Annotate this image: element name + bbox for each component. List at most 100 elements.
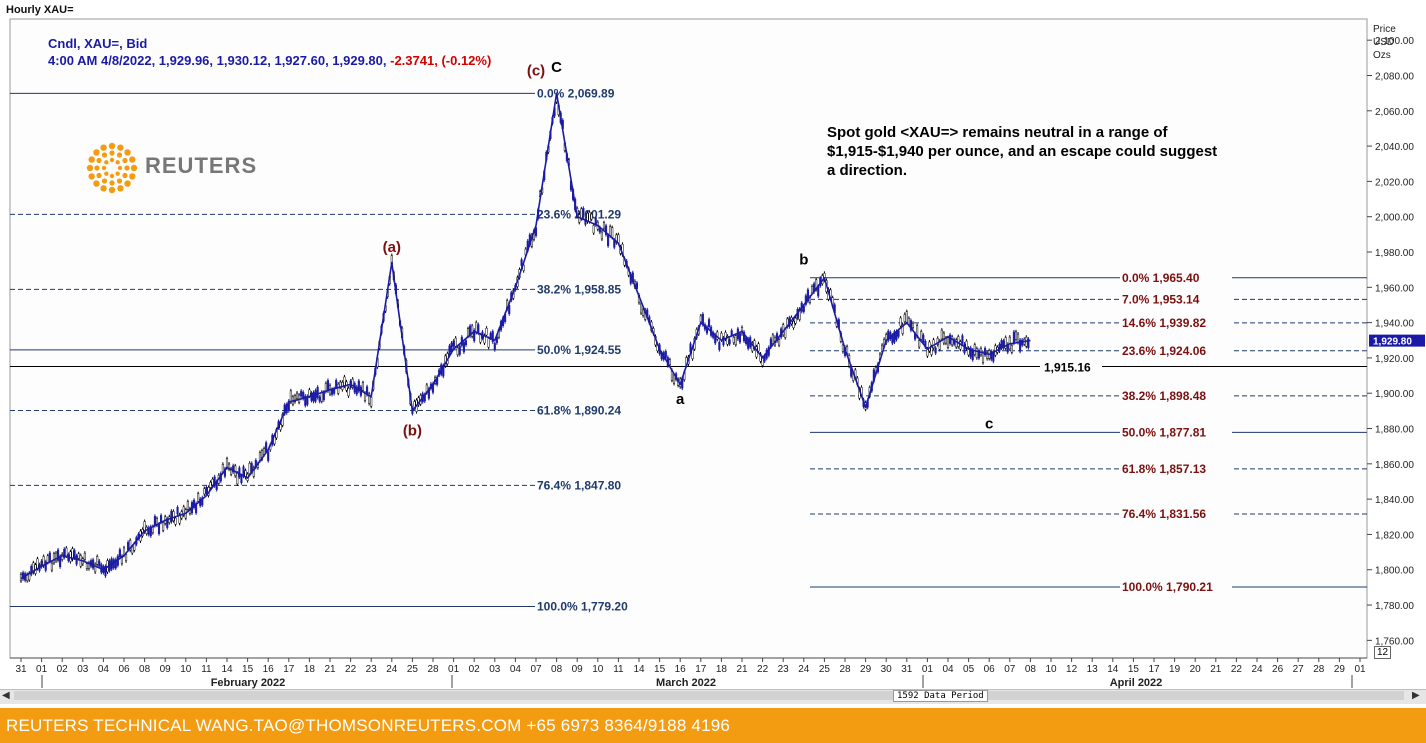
candle-body [1002,340,1005,349]
scroll-left-icon[interactable]: ◀ [2,690,10,701]
candle-body [986,352,989,359]
fib-right-label-bg [1120,388,1232,403]
candle-body [462,342,465,353]
fib-left-label: 100.0% 1,779.20 [537,599,628,613]
zoom-level[interactable]: 12 [1374,646,1392,659]
candle-body [308,389,311,397]
x-tick-label: 05 [963,664,975,675]
candle-body [981,352,985,363]
candle-body [909,320,912,331]
wave-label: (b) [403,423,422,440]
candle-body [582,208,585,218]
candle-body [221,464,224,473]
logo-dot [108,186,116,194]
wave-label: (c) [527,62,545,79]
logo-dot [122,172,128,179]
logo-dot [109,150,115,156]
logo-dot [115,171,120,176]
fib-right-label: 7.0% 1,953.14 [1122,292,1200,306]
x-tick-label: 01 [1354,664,1366,675]
candle-body [54,552,58,562]
x-tick-label: 08 [1025,664,1037,675]
x-tick-label: 19 [1169,664,1181,675]
candle-body [1010,345,1013,353]
reuters-logo-text: REUTERS [145,153,258,178]
fib-right-label-bg [1120,580,1232,595]
x-tick-label: 11 [201,664,212,675]
candle-body [289,390,292,403]
candle-body [370,396,373,407]
candle-body [920,331,923,340]
x-tick-label: 10 [180,664,192,675]
candle-body [127,542,130,551]
x-tick-label: 04 [98,664,110,675]
logo-dot [93,180,100,187]
candle-body [778,339,781,346]
candle-body [85,563,88,570]
x-tick-label: 04 [510,664,522,675]
candle-body [732,337,735,344]
price-change: -2.3741, (-0.12%) [390,53,492,68]
scroll-right-icon[interactable]: ▶ [1412,690,1420,701]
candle-body [162,522,165,531]
logo-dot [88,156,95,163]
candle-body [705,326,709,334]
x-tick-label: 15 [1128,664,1140,675]
x-tick-label: 18 [716,664,728,675]
candle-body [911,322,915,328]
fib-left-label: 76.4% 1,847.80 [537,478,621,492]
last-price-marker [1369,334,1425,347]
y-tick-label: 2,020.00 [1375,177,1414,188]
y-tick-label: 2,060.00 [1375,107,1414,118]
candle-body [166,518,169,528]
candle-body [959,341,962,350]
scrollbar-thumb[interactable] [14,691,1404,700]
candle-body [955,339,958,348]
candle-body [304,395,307,406]
candle-body [1027,338,1030,349]
candle-body [170,510,173,522]
candle-body [592,225,595,234]
candle-body [65,547,68,557]
month-label: February 2022 [211,677,286,689]
x-tick-label: 23 [366,664,378,675]
candle-body [469,325,472,337]
wave-label: (a) [383,239,401,256]
fib-left-label: 61.8% 1,890.24 [537,403,621,417]
wave-label: c [985,416,993,433]
candle-body [792,321,795,329]
fib-right-label: 38.2% 1,898.48 [1122,389,1206,403]
candle-body [73,550,76,559]
candle-body [48,552,51,562]
x-tick-label: 17 [1148,664,1160,675]
y-tick-label: 2,000.00 [1375,213,1414,224]
candle-body [83,552,86,560]
candle-body [44,561,47,571]
fib-right-label: 100.0% 1,790.21 [1122,580,1213,594]
x-tick-label: 24 [798,664,810,675]
x-tick-label: 25 [819,664,831,675]
logo-dot [96,172,102,179]
x-tick-label: 06 [984,664,996,675]
x-tick-label: 15 [242,664,254,675]
candle-body [477,324,480,334]
y-tick-label: 1,920.00 [1375,354,1414,365]
x-tick-label: 16 [263,664,275,675]
logo-dot [109,157,115,163]
candle-body [36,558,39,569]
candle-body [77,553,80,559]
wave-label: C [551,59,562,76]
candle-body [454,337,457,347]
candle-body [347,388,350,397]
candle-body [57,549,60,561]
logo-dot [104,171,109,176]
candle-body [131,546,134,554]
candle-body [114,559,117,569]
candle-body [186,501,189,510]
month-label: March 2022 [656,677,716,689]
x-tick-label: 02 [469,664,481,675]
candle-body [918,340,921,348]
logo-dot [117,165,123,171]
logo-dot [94,165,100,171]
